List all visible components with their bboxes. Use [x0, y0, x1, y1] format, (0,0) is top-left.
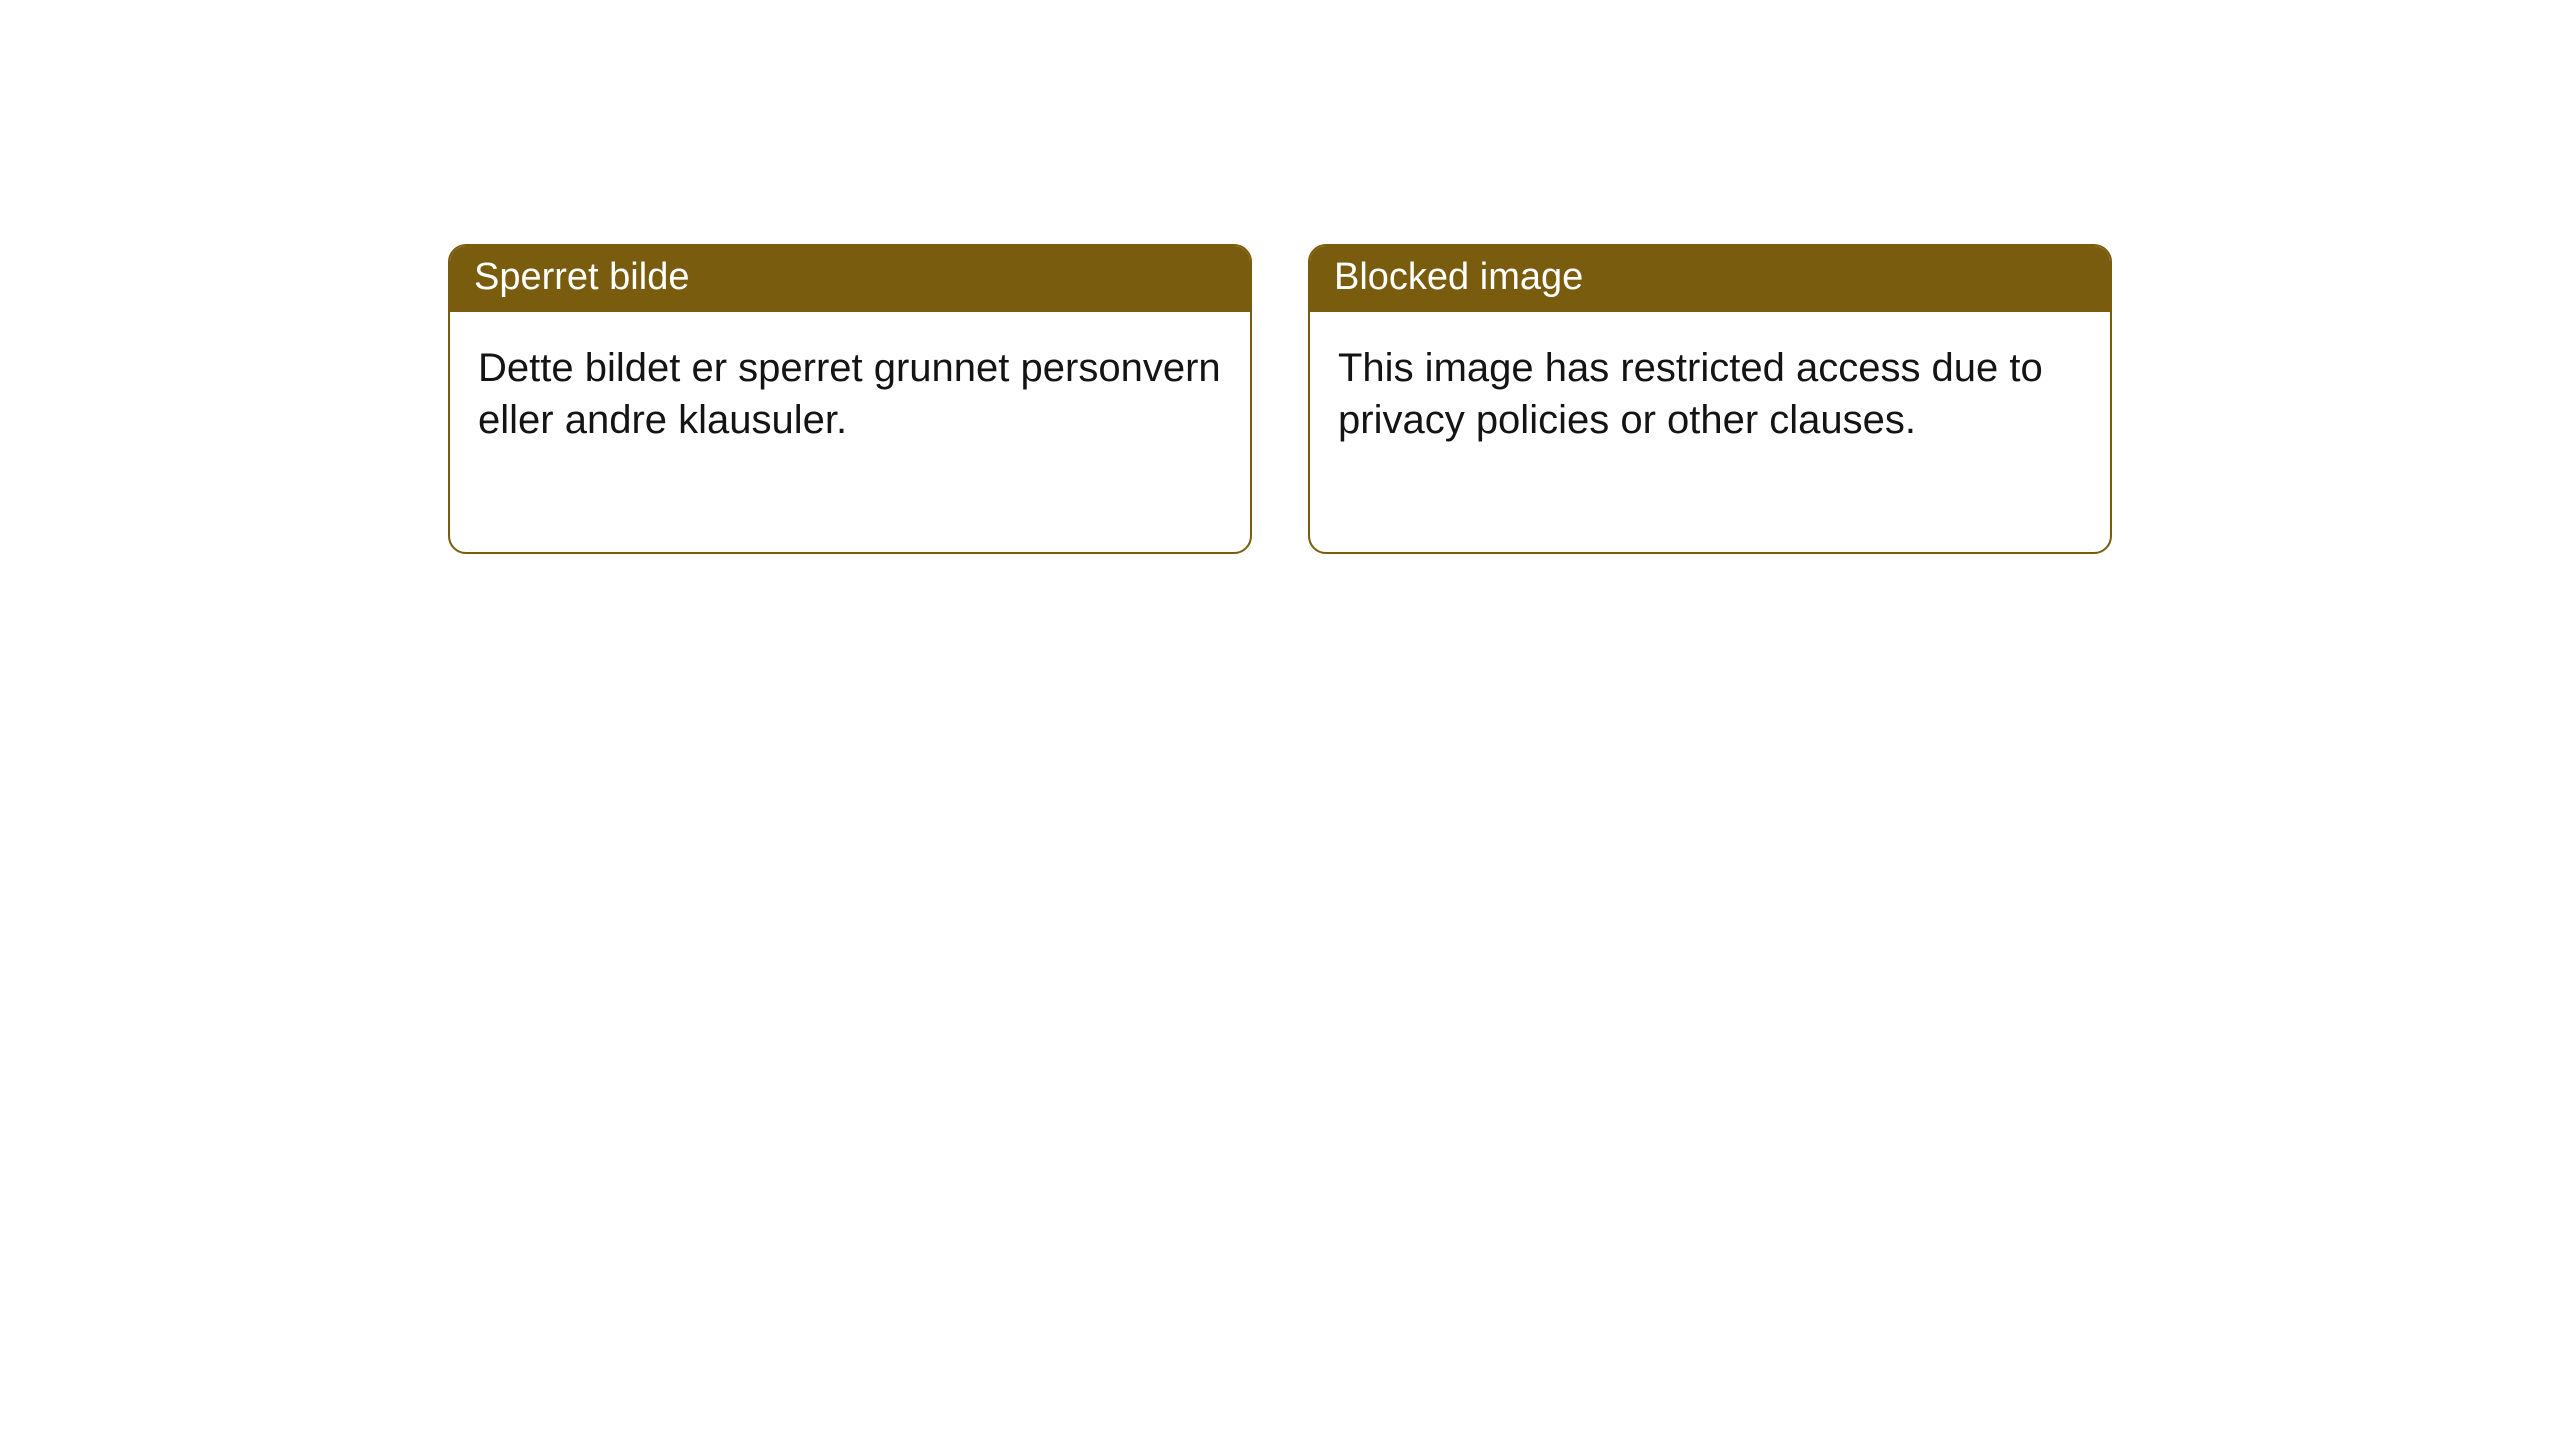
- card-body: Dette bildet er sperret grunnet personve…: [450, 312, 1250, 552]
- card-body: This image has restricted access due to …: [1310, 312, 2110, 552]
- card-body-text: Dette bildet er sperret grunnet personve…: [478, 346, 1221, 442]
- card-norwegian: Sperret bilde Dette bildet er sperret gr…: [448, 244, 1252, 554]
- cards-container: Sperret bilde Dette bildet er sperret gr…: [0, 0, 2560, 554]
- card-title: Sperret bilde: [474, 256, 689, 298]
- card-header: Blocked image: [1310, 246, 2110, 312]
- card-body-text: This image has restricted access due to …: [1338, 346, 2043, 442]
- card-english: Blocked image This image has restricted …: [1308, 244, 2112, 554]
- card-title: Blocked image: [1334, 256, 1583, 298]
- card-header: Sperret bilde: [450, 246, 1250, 312]
